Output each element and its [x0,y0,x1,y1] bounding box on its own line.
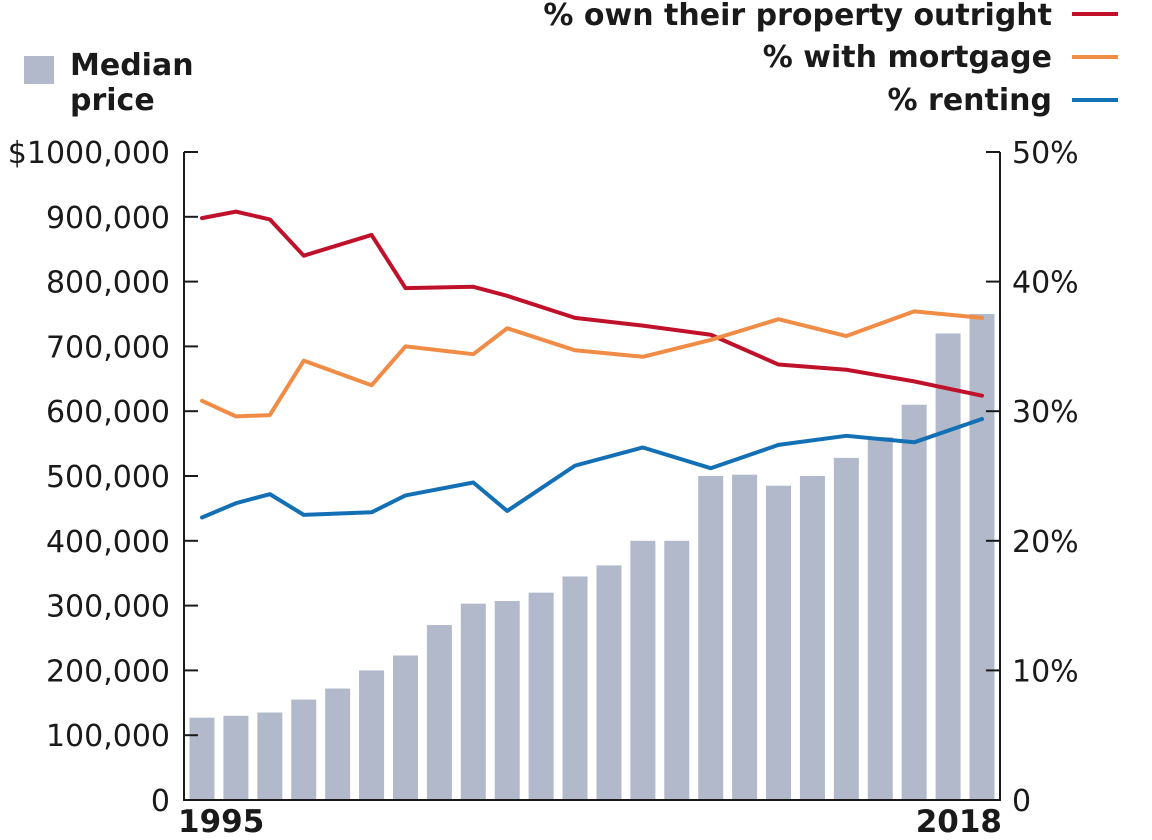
x-tick-label-last: 2018 [916,804,1002,840]
bar-2005 [528,592,554,800]
left-tick-label: 500,000 [46,460,170,495]
right-tick-label: 10% [1012,654,1079,689]
lines-layer [200,209,984,520]
left-tick-label: 900,000 [46,201,170,236]
line-own-outright [200,209,984,398]
left-tick-label: 400,000 [46,525,170,560]
right-tick-label: 20% [1012,525,1079,560]
x-tick-label-first: 1995 [178,804,264,840]
legend-label-own-outright: % own their property outright [543,0,1052,33]
bar-2014 [833,457,859,800]
bar-1995 [189,717,215,800]
left-tick-label: 800,000 [46,266,170,301]
bar-2012 [766,485,792,800]
bar-2016 [901,404,927,800]
right-tick-label: 30% [1012,395,1079,430]
bar-2017 [935,333,961,800]
left-tick-label: $1000,000 [8,136,170,171]
x-axis-ticks: 1995 2018 [178,804,1002,840]
bars-layer [189,314,995,800]
bar-1997 [257,712,283,800]
left-tick-label: 300,000 [46,590,170,625]
bar-2003 [460,603,486,800]
bar-1998 [291,699,317,800]
right-tick-label: 0 [1012,784,1031,819]
bar-2010 [698,476,724,800]
left-tick-label: 600,000 [46,395,170,430]
bar-2006 [562,576,588,800]
legend-lines: % own their property outright % with mor… [543,0,1118,118]
legend-label-median-price-line2: price [70,83,155,118]
bar-2004 [494,601,520,800]
left-tick-label: 0 [151,784,170,819]
bar-1996 [223,715,249,800]
line-renting [200,416,984,520]
legend-label-renting: % renting [888,83,1052,118]
legend-swatch-median-price [24,56,54,84]
legend-label-median-price-line1: Median [70,48,194,83]
right-axis-ticks: 0 10% 20% 30% 40% 50% [986,136,1079,819]
bar-1999 [325,688,351,800]
left-tick-label: 700,000 [46,330,170,365]
bar-2008 [630,540,656,800]
left-tick-label: 200,000 [46,654,170,689]
legend-bar: Median price [24,48,194,118]
right-tick-label: 50% [1012,136,1079,171]
bar-2015 [867,437,893,800]
bar-2011 [732,474,758,800]
bar-2018 [969,314,995,800]
line-with-mortgage [200,309,984,419]
left-axis-ticks: 0 100,000 200,000 300,000 400,000 500,000 600,… [8,136,198,819]
legend-label-with-mortgage: % with mortgage [763,40,1052,75]
right-tick-label: 40% [1012,266,1079,301]
bar-2013 [799,476,825,800]
bar-2000 [359,670,385,800]
left-tick-label: 100,000 [46,719,170,754]
bar-2009 [664,540,690,800]
bar-2001 [392,655,418,800]
bar-2007 [596,565,622,800]
bar-2002 [426,625,452,800]
